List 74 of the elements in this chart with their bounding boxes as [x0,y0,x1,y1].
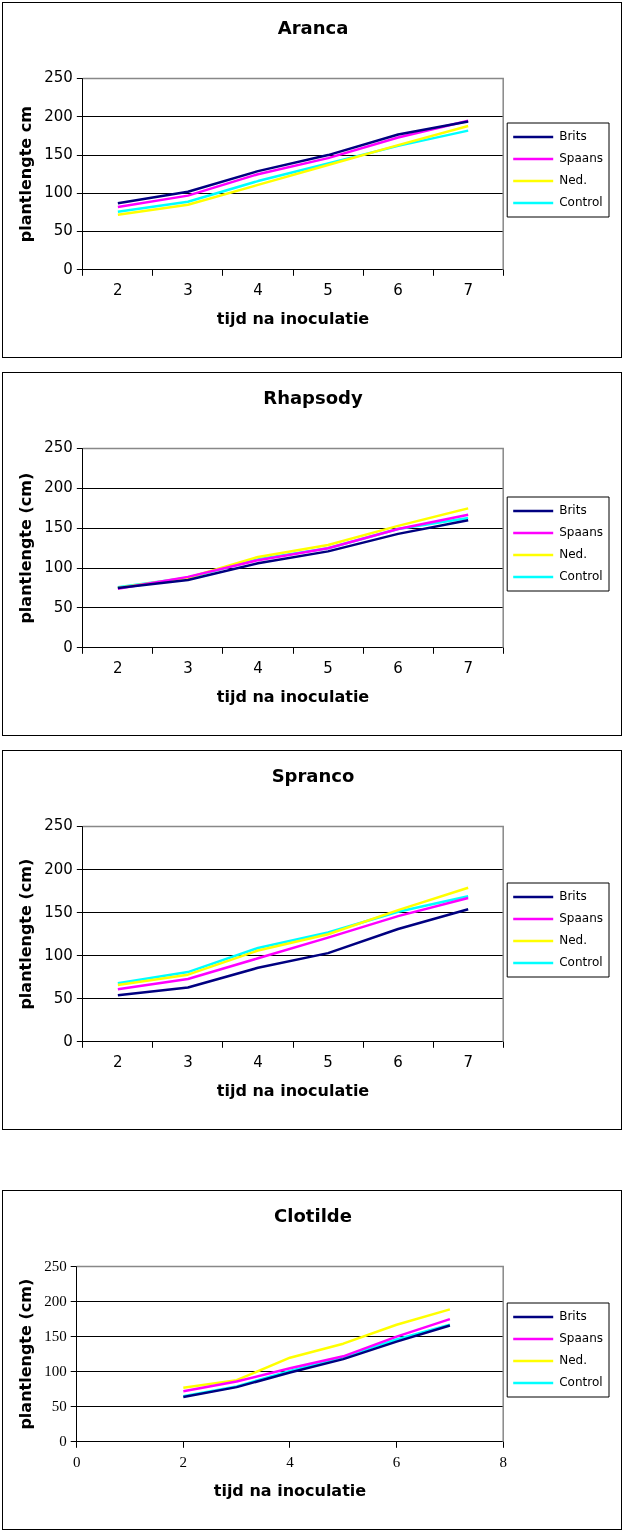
legend-label: Brits [559,129,587,144]
y-axis-title: plantlengte (cm) [15,858,35,1010]
legend-label: Spaans [559,525,604,540]
x-tick-label: 2 [179,1453,188,1470]
x-tick-label: 4 [253,658,263,677]
y-tick-label: 50 [53,988,73,1007]
chart-title: Aranca [277,17,349,39]
y-tick-label: 50 [53,221,73,240]
y-tick-label: 150 [44,902,73,921]
y-tick-label: 150 [44,1327,67,1344]
legend-label: Brits [559,889,587,904]
y-tick-label: 50 [53,597,73,616]
y-tick-label: 0 [63,637,73,656]
y-tick-label: 200 [44,478,73,497]
y-tick-label: 250 [44,816,73,835]
legend-label: Spaans [559,911,604,926]
legend-label: Control [559,955,603,970]
y-tick-label: 150 [44,144,73,163]
y-tick-label: 200 [44,1292,67,1309]
x-tick-label: 4 [286,1453,295,1470]
legend-label: Control [559,569,603,584]
y-tick-label: 250 [44,438,73,457]
y-tick-label: 250 [44,68,73,87]
x-tick-label: 5 [323,658,333,677]
legend-label: Spaans [559,1331,604,1346]
x-tick-label: 7 [463,1052,473,1071]
y-tick-label: 250 [44,1257,67,1274]
legend-label: Ned. [559,547,587,562]
y-tick-label: 150 [44,518,73,537]
x-tick-label: 2 [113,280,123,299]
chart-title: Spranco [271,765,355,787]
y-tick-label: 100 [44,558,73,577]
x-tick-label: 7 [463,280,473,299]
y-tick-label: 100 [44,1362,67,1379]
chart-title: Rhapsody [263,387,363,409]
legend-label: Ned. [559,173,587,188]
y-axis-title: plantlengte (cm) [15,1278,35,1430]
x-tick-label: 3 [183,280,193,299]
y-axis-title: plantlengte cm [15,106,35,243]
legend-label: Brits [559,503,587,518]
legend-label: Spaans [559,151,604,166]
y-tick-label: 0 [63,259,73,278]
x-axis-title: tijd na inoculatie [216,1080,370,1100]
x-tick-label: 7 [463,658,473,677]
legend-label: Ned. [559,1353,587,1368]
x-tick-label: 2 [113,658,123,677]
legend-label: Ned. [559,933,587,948]
x-tick-label: 6 [393,1052,403,1071]
x-tick-label: 6 [393,280,403,299]
x-tick-label: 5 [323,1052,333,1071]
y-tick-label: 200 [44,106,73,125]
y-tick-label: 0 [63,1031,73,1050]
x-tick-label: 6 [393,658,403,677]
y-tick-label: 0 [59,1432,67,1449]
x-tick-label: 4 [253,280,263,299]
x-tick-label: 6 [392,1453,401,1470]
x-tick-label: 3 [183,1052,193,1071]
y-tick-label: 50 [51,1397,67,1414]
x-tick-label: 5 [323,280,333,299]
legend-label: Brits [559,1309,587,1324]
y-tick-label: 100 [44,183,73,202]
x-tick-label: 8 [499,1453,507,1470]
x-axis-title: tijd na inoculatie [213,1480,367,1500]
x-axis-title: tijd na inoculatie [216,686,370,706]
x-tick-label: 2 [113,1052,123,1071]
x-tick-label: 3 [183,658,193,677]
x-axis-title: tijd na inoculatie [216,308,370,328]
x-tick-label: 4 [253,1052,263,1071]
y-tick-label: 100 [44,945,73,964]
y-axis-title: plantlengte (cm) [15,472,35,624]
legend-label: Control [559,1375,603,1390]
chart-title: Clotilde [274,1205,352,1227]
legend-label: Control [559,195,603,210]
y-tick-label: 200 [44,859,73,878]
